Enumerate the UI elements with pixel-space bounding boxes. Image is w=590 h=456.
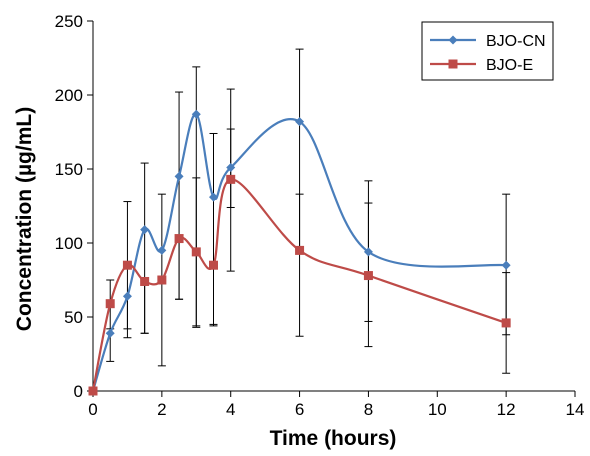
data-point-bjo-cn bbox=[209, 192, 218, 202]
y-tick-label: 0 bbox=[74, 382, 83, 401]
data-point-bjo-e bbox=[105, 299, 115, 309]
data-point-bjo-e bbox=[88, 386, 98, 396]
data-point-bjo-cn bbox=[174, 171, 184, 181]
x-tick-label: 2 bbox=[157, 400, 166, 419]
data-point-bjo-e bbox=[501, 318, 511, 328]
legend: BJO-CN BJO-E bbox=[421, 21, 554, 81]
x-tick-label: 6 bbox=[295, 400, 304, 419]
data-point-bjo-cn bbox=[191, 109, 201, 119]
data-point-bjo-e bbox=[174, 234, 184, 244]
y-tick-label: 50 bbox=[64, 308, 83, 327]
x-tick-label: 10 bbox=[428, 400, 447, 419]
data-point-bjo-cn bbox=[105, 328, 115, 338]
y-tick-label: 200 bbox=[55, 86, 83, 105]
data-point-bjo-e bbox=[157, 275, 167, 285]
y-axis-title: Concentration (µg/mL) bbox=[13, 107, 36, 331]
x-tick-label: 0 bbox=[88, 400, 97, 419]
data-point-bjo-e bbox=[140, 276, 150, 286]
data-point-bjo-cn bbox=[140, 225, 150, 235]
tick-labels: 0 2 4 6 8 10 12 14 0 50 100 150 200 250 bbox=[55, 12, 585, 419]
data-point-bjo-e bbox=[191, 247, 201, 257]
y-tick-label: 150 bbox=[55, 160, 83, 179]
data-point-bjo-e bbox=[122, 260, 132, 270]
x-tick-label: 8 bbox=[364, 400, 373, 419]
y-tick-label: 100 bbox=[55, 234, 83, 253]
data-point-bjo-cn bbox=[122, 291, 132, 301]
data-point-bjo-cn bbox=[363, 247, 373, 257]
x-axis-title: Time (hours) bbox=[270, 427, 397, 450]
legend-items: BJO-CN BJO-E bbox=[430, 33, 546, 74]
legend-label-bjo-e: BJO-E bbox=[486, 57, 533, 74]
data-point-bjo-cn bbox=[501, 260, 511, 270]
data-point-bjo-cn bbox=[157, 245, 167, 255]
legend-box bbox=[421, 21, 554, 81]
data-point-bjo-e bbox=[363, 271, 373, 281]
data-point-bjo-e bbox=[209, 260, 218, 270]
data-point-bjo-e bbox=[295, 245, 305, 255]
axes bbox=[87, 20, 576, 397]
x-tick-label: 12 bbox=[497, 400, 516, 419]
legend-marker-bjo-e bbox=[448, 59, 458, 69]
error-bars bbox=[106, 48, 511, 374]
data-point-bjo-e bbox=[226, 174, 236, 184]
data-point-bjo-cn bbox=[226, 163, 236, 173]
x-tick-label: 14 bbox=[566, 400, 585, 419]
data-point-bjo-cn bbox=[295, 117, 305, 127]
legend-label-bjo-cn: BJO-CN bbox=[486, 33, 546, 50]
y-tick-label: 250 bbox=[55, 12, 83, 31]
series-markers bbox=[88, 109, 511, 396]
x-tick-label: 4 bbox=[226, 400, 235, 419]
legend-marker-bjo-cn bbox=[448, 35, 458, 45]
